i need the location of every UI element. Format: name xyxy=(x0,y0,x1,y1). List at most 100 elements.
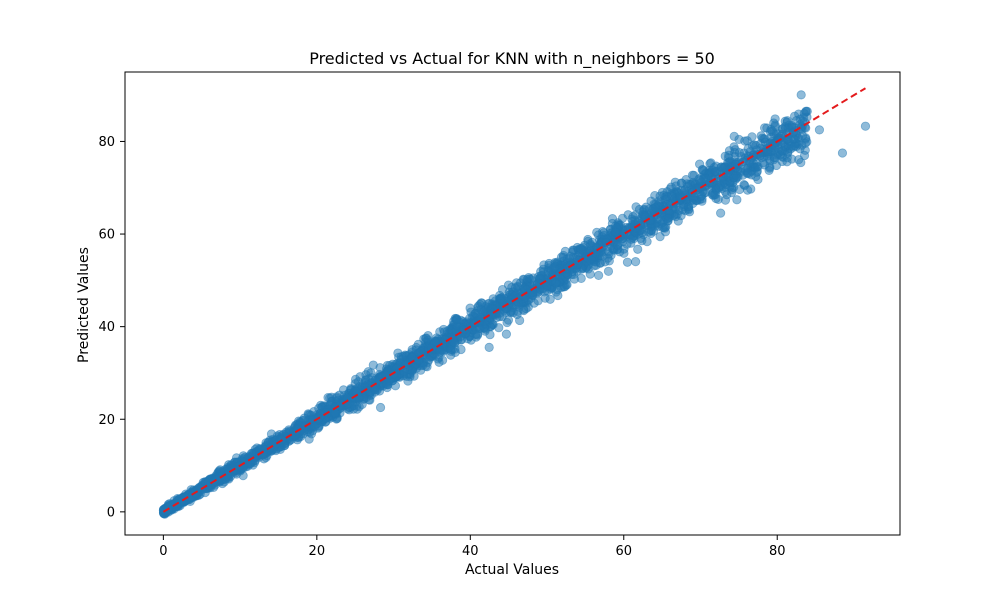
scatter-point xyxy=(594,270,604,281)
scatter-point xyxy=(494,323,504,333)
scatter-point xyxy=(743,167,753,178)
axes: 0 20 40 60 80 0 20 40 60 80 xyxy=(98,71,901,559)
scatter-point xyxy=(549,263,559,273)
scatter-point xyxy=(747,132,757,142)
scatter-point xyxy=(551,287,561,297)
scatter-point xyxy=(591,260,601,270)
scatter-point xyxy=(180,492,190,502)
scatter-point xyxy=(475,324,485,334)
scatter-point xyxy=(626,234,636,244)
scatter-point xyxy=(435,347,445,357)
scatter-point xyxy=(732,195,742,205)
scatter-point xyxy=(231,453,242,463)
x-tick-label: 0 xyxy=(159,544,167,559)
scatter-point xyxy=(452,315,462,325)
scatter-point xyxy=(413,356,424,366)
scatter-point xyxy=(730,151,740,162)
scatter-point xyxy=(393,348,403,358)
y-tick-label: 20 xyxy=(98,413,115,428)
scatter-point xyxy=(713,183,724,193)
scatter-point xyxy=(515,315,525,326)
scatter-point xyxy=(676,178,687,188)
scatter-point xyxy=(545,294,555,304)
plot-frame xyxy=(124,71,901,536)
scatter-point xyxy=(787,154,797,164)
scatter-point xyxy=(753,174,763,185)
scatter-point xyxy=(502,317,512,328)
scatter-point xyxy=(706,158,716,168)
scatter-point xyxy=(306,429,317,439)
scatter-point xyxy=(688,198,698,209)
scatter-point xyxy=(598,251,608,261)
scatter-point xyxy=(560,246,570,256)
scatter-point xyxy=(760,137,770,147)
scatter-point xyxy=(576,273,586,283)
scatter-point xyxy=(729,173,739,183)
reference-line xyxy=(162,87,866,513)
scatter-point xyxy=(716,162,727,172)
scatter-point xyxy=(699,166,709,176)
scatter-point xyxy=(416,347,426,357)
y-tick-label: 40 xyxy=(98,320,115,335)
scatter-point xyxy=(734,134,744,145)
scatter-point xyxy=(610,227,621,237)
scatter-point xyxy=(766,124,776,135)
scatter-point xyxy=(360,378,370,388)
scatter-point xyxy=(791,116,802,126)
scatter-point xyxy=(367,373,377,383)
scatter-point xyxy=(695,159,705,169)
scatter-point xyxy=(430,337,440,347)
scatter-point xyxy=(390,381,401,391)
scatter-point xyxy=(676,210,686,221)
scatter-point xyxy=(716,208,726,218)
scatter-point xyxy=(735,184,745,195)
scatter-point xyxy=(695,176,705,186)
scatter-point xyxy=(606,250,616,260)
x-tick-label: 80 xyxy=(769,544,786,559)
scatter-point xyxy=(294,416,304,426)
scatter-point xyxy=(814,125,825,135)
scatter-point xyxy=(746,184,756,194)
scatter-point xyxy=(496,294,506,304)
scatter-point xyxy=(799,108,809,119)
scatter-point xyxy=(758,158,768,168)
reference-line-layer xyxy=(162,87,866,513)
scatter-point xyxy=(449,338,460,348)
scatter-point xyxy=(710,166,720,176)
scatter-point xyxy=(644,204,654,214)
scatter-point xyxy=(722,190,732,200)
scatter-point xyxy=(796,90,806,100)
scatter-point xyxy=(663,213,673,223)
scatter-point xyxy=(501,329,511,339)
scatter-point xyxy=(439,327,449,337)
scatter-point xyxy=(314,403,324,413)
scatter-point xyxy=(354,392,364,403)
scatter-point xyxy=(630,257,641,267)
scatter-point xyxy=(508,308,518,318)
x-tick-label: 60 xyxy=(615,544,632,559)
scatter-point xyxy=(720,151,730,161)
scatter-point xyxy=(456,344,466,355)
scatter-point xyxy=(860,121,871,131)
x-axis-label: Actual Values xyxy=(465,562,559,578)
chart-title: Predicted vs Actual for KNN with n_neigh… xyxy=(309,49,715,69)
scatter-point xyxy=(568,245,578,255)
scatter-point xyxy=(484,342,494,352)
scatter-point xyxy=(332,392,342,402)
scatter-point xyxy=(637,228,647,238)
scatter-point xyxy=(709,190,719,200)
scatter-point xyxy=(246,448,257,459)
scatter-point xyxy=(684,207,695,217)
scatter-point xyxy=(763,145,773,155)
scatter-point xyxy=(603,266,614,276)
scatter-points xyxy=(158,90,871,519)
scatter-point xyxy=(660,223,670,233)
scatter-point xyxy=(612,240,623,250)
scatter-point xyxy=(697,194,707,204)
scatter-point xyxy=(777,146,788,156)
scatter-point xyxy=(623,210,633,220)
scatter-point xyxy=(437,355,448,365)
scatter-point xyxy=(424,355,434,365)
scatter-point xyxy=(837,148,848,158)
